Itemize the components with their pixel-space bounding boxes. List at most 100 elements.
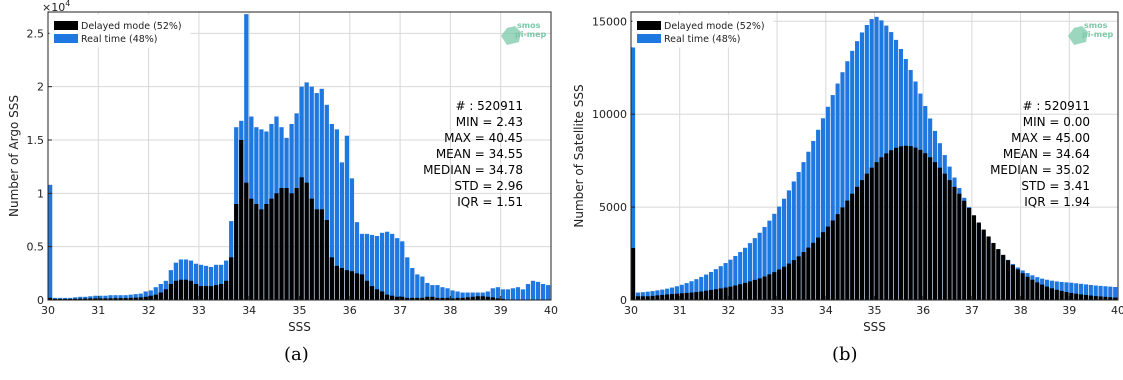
- bar-delayed-mode: [962, 200, 967, 300]
- bar-delayed-mode: [708, 289, 714, 300]
- bar-real-time: [762, 226, 767, 300]
- bar-delayed-mode: [420, 297, 425, 300]
- bar-delayed-mode: [699, 291, 704, 300]
- bar-delayed-mode: [1049, 288, 1054, 300]
- x-axis-label: SSS: [863, 320, 886, 334]
- bar-delayed-mode: [98, 298, 103, 300]
- bar-delayed-mode: [304, 182, 309, 300]
- x-tick-label: 34: [242, 304, 256, 317]
- bar-delayed-mode: [329, 257, 334, 300]
- bar-delayed-mode: [400, 296, 405, 300]
- bar-delayed-mode: [68, 298, 73, 300]
- y-tick-label: 2: [37, 81, 44, 94]
- x-tick-label: 36: [916, 304, 930, 317]
- bar-real-time: [73, 297, 78, 300]
- bar-real-time: [704, 274, 709, 300]
- bar-delayed-mode: [1088, 295, 1093, 300]
- bar-real-time: [329, 124, 334, 300]
- bar-real-time: [747, 243, 753, 300]
- bar-real-time: [535, 281, 541, 300]
- bar-real-time: [640, 292, 645, 300]
- bar-delayed-mode: [1083, 294, 1089, 300]
- bar-delayed-mode: [669, 294, 675, 300]
- bar-delayed-mode: [178, 279, 184, 300]
- bar-real-time: [665, 288, 670, 300]
- x-tick-label: 33: [192, 304, 206, 317]
- bar-real-time: [772, 213, 777, 300]
- bar-delayed-mode: [903, 145, 908, 300]
- bar-real-time: [840, 72, 845, 300]
- bar-delayed-mode: [390, 295, 395, 300]
- bar-delayed-mode: [163, 289, 168, 300]
- bar-delayed-mode: [78, 298, 83, 300]
- bar-delayed-mode: [957, 193, 962, 300]
- bar-delayed-mode: [874, 162, 879, 300]
- bar-delayed-mode: [1005, 260, 1011, 300]
- x-tick-label: 37: [393, 304, 407, 317]
- bar-delayed-mode: [694, 292, 699, 300]
- bar-delayed-mode: [133, 297, 138, 300]
- bar-real-time: [148, 290, 153, 300]
- bar-delayed-mode: [1015, 269, 1020, 300]
- bar-delayed-mode: [1059, 290, 1064, 300]
- bar-real-time: [660, 289, 665, 300]
- bar-delayed-mode: [845, 200, 850, 300]
- logo-text: pi-mep: [1082, 30, 1114, 39]
- bar-delayed-mode: [88, 298, 93, 300]
- bar-real-time: [48, 184, 53, 300]
- bar-delayed-mode: [354, 273, 360, 300]
- bar-delayed-mode: [495, 298, 500, 300]
- bar-delayed-mode: [689, 292, 694, 300]
- bar-real-time: [415, 274, 420, 300]
- bar-delayed-mode: [224, 280, 229, 300]
- bar-real-time: [83, 296, 88, 300]
- bar-delayed-mode: [747, 281, 753, 300]
- bar-delayed-mode: [198, 286, 204, 300]
- bar-delayed-mode: [475, 296, 480, 300]
- bar-delayed-mode: [1001, 254, 1006, 300]
- bar-delayed-mode: [1054, 289, 1059, 300]
- bar-real-time: [450, 290, 455, 300]
- bar-delayed-mode: [830, 220, 835, 300]
- bar-delayed-mode: [942, 173, 947, 300]
- bar-delayed-mode: [249, 198, 254, 300]
- bar-delayed-mode: [379, 291, 385, 300]
- bar-real-time: [374, 236, 380, 300]
- bar-delayed-mode: [364, 280, 370, 300]
- bar-real-time: [108, 295, 113, 300]
- bar-real-time: [470, 292, 475, 300]
- bar-real-time: [224, 260, 229, 300]
- bar-real-time: [465, 292, 470, 300]
- bar-delayed-mode: [869, 167, 874, 300]
- stats-line: STD = 3.41: [1021, 179, 1090, 193]
- bar-real-time: [359, 233, 365, 300]
- bar-delayed-mode: [743, 282, 748, 300]
- bar-real-time: [728, 259, 733, 300]
- chart-panel-b: 30 31 32 33 34 35 36 37 38 39 40 0 5000 10000 15000 SSS…: [572, 11, 1123, 334]
- x-tick-label: 39: [494, 304, 508, 317]
- legend-entry: Delayed mode (52%): [664, 21, 765, 32]
- bar-delayed-mode: [937, 167, 942, 300]
- stats-line: MEAN = 34.55: [436, 147, 523, 161]
- bar-real-time: [500, 289, 505, 300]
- bar-delayed-mode: [168, 284, 173, 300]
- bar-delayed-mode: [713, 289, 718, 300]
- bar-delayed-mode: [986, 236, 991, 300]
- stats-line: # : 520911: [455, 99, 523, 113]
- bar-delayed-mode: [820, 232, 826, 300]
- y-tick-label: 2.5: [27, 27, 45, 40]
- bar-real-time: [510, 288, 516, 300]
- bar-delayed-mode: [203, 286, 209, 300]
- bar-real-time: [314, 93, 319, 300]
- x-tick-label: 35: [868, 304, 882, 317]
- bar-real-time: [855, 41, 860, 301]
- logo-mark: [501, 26, 521, 45]
- bar-real-time: [410, 268, 415, 300]
- bar-delayed-mode: [772, 272, 777, 300]
- bar-real-time: [138, 293, 143, 300]
- bar-delayed-mode: [415, 297, 420, 300]
- bar-delayed-mode: [1064, 292, 1069, 300]
- bar-real-time: [757, 232, 762, 300]
- bar-delayed-mode: [913, 147, 918, 300]
